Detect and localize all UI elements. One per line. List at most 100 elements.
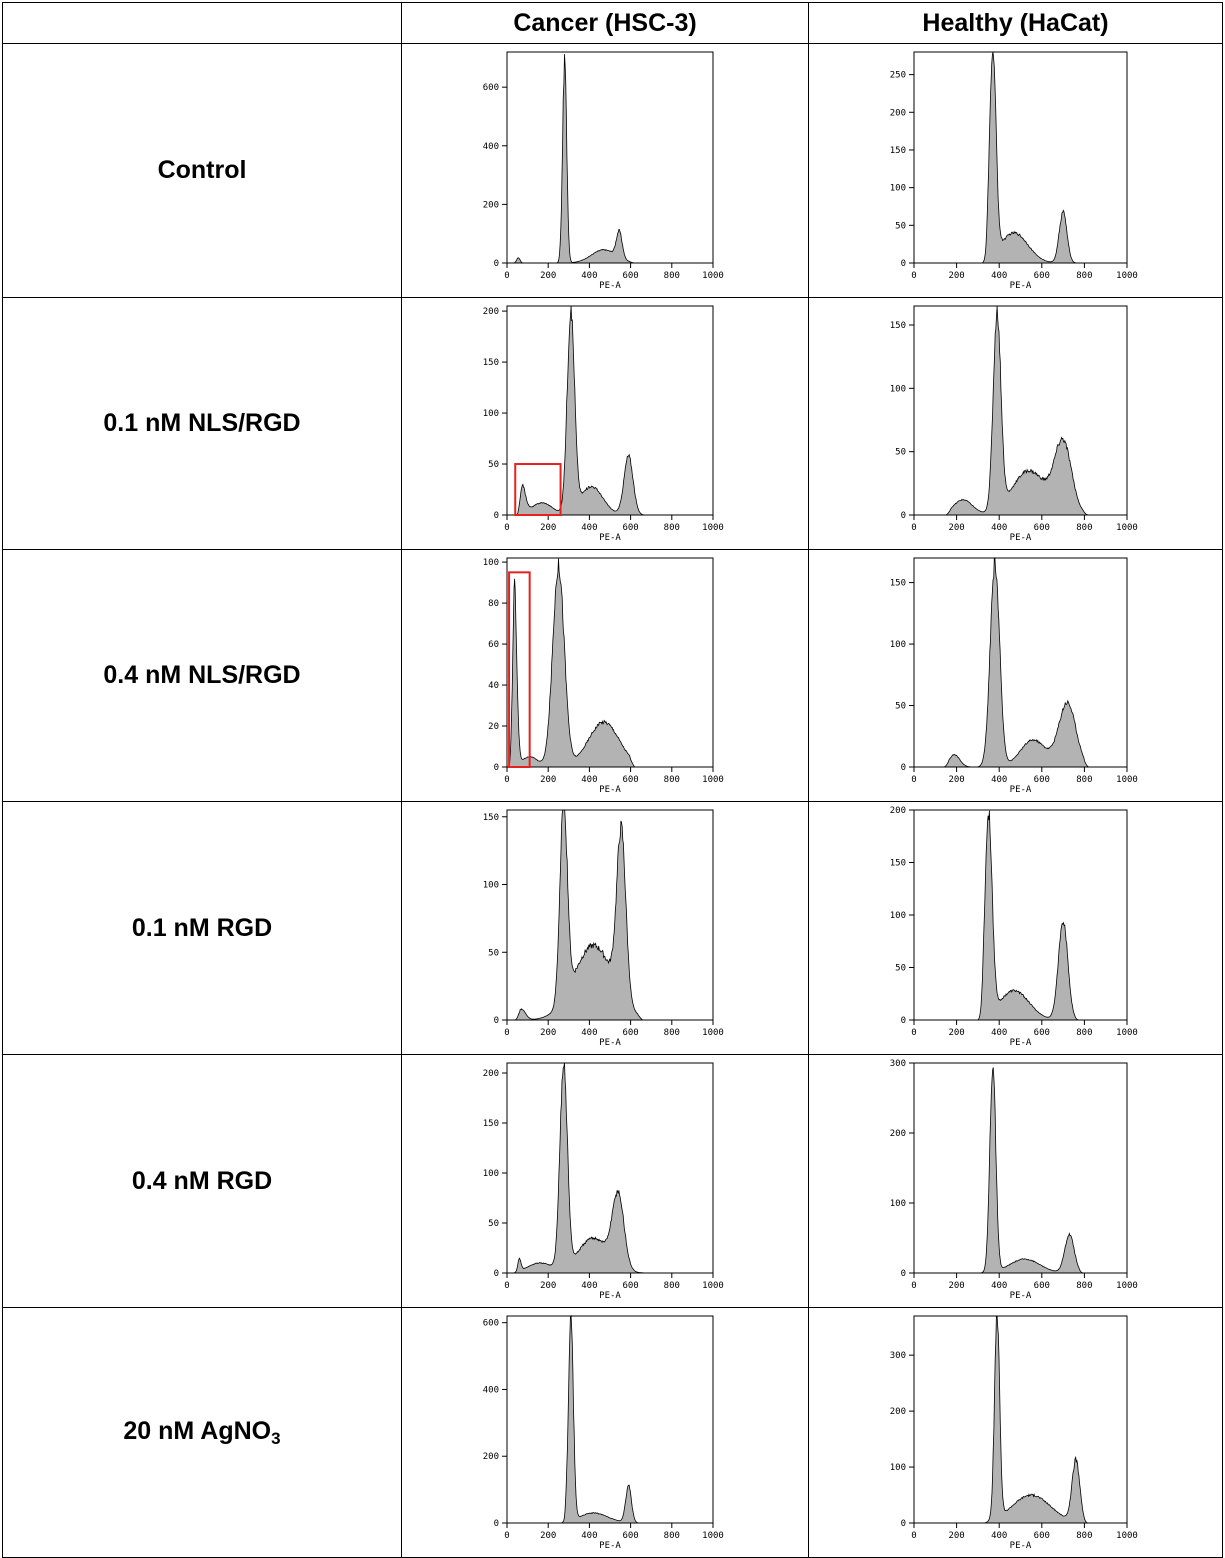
x-axis-label: PE-A	[599, 281, 621, 291]
histogram-area	[977, 1067, 1085, 1274]
x-tick-label: 1000	[702, 523, 724, 533]
histogram-chart: 0 50 100 150 200 250 0 200 400 600 800 1000 PE-A	[890, 51, 1138, 291]
x-axis-label: PE-A	[599, 1291, 621, 1301]
plot-frame	[913, 809, 1128, 1021]
x-axis-label: PE-A	[1010, 533, 1032, 543]
x-tick-label: 400	[581, 775, 597, 785]
histogram-chart: 0 50 100 150 0 200 400 600 800 1000 PE-A	[890, 557, 1138, 795]
y-tick-label: 200	[483, 200, 499, 210]
y-tick-label: 150	[890, 579, 906, 589]
x-tick-label: 0	[504, 1531, 509, 1541]
x-axis-label: PE-A	[599, 533, 621, 543]
x-tick-label: 600	[622, 1531, 638, 1541]
y-tick-label: 0	[901, 511, 906, 521]
x-tick-label: 200	[948, 1281, 964, 1291]
y-tick-label: 100	[483, 881, 499, 891]
x-tick-label: 0	[911, 1281, 916, 1291]
y-tick-label: 50	[488, 948, 499, 958]
x-tick-label: 600	[1034, 1531, 1050, 1541]
x-axis-label: PE-A	[1010, 1291, 1032, 1301]
plot-frame	[506, 809, 714, 1021]
y-tick-label: 200	[483, 307, 499, 317]
plot-frame	[913, 1315, 1128, 1524]
histogram-area	[516, 305, 648, 516]
y-tick-label: 50	[895, 221, 906, 231]
histogram-chart: 0 200 400 600 0 200 400 600 800 1000 PE-A	[483, 1314, 724, 1551]
y-tick-label: 200	[890, 1407, 906, 1417]
plot-frame	[913, 557, 1128, 768]
x-tick-label: 600	[622, 523, 638, 533]
histogram-chart: 0 50 100 150 200 0 200 400 600 800 1000 PE-A	[890, 806, 1138, 1048]
y-tick-label: 300	[890, 1059, 906, 1069]
y-tick-label: 200	[890, 1129, 906, 1139]
x-tick-label: 0	[504, 1281, 509, 1291]
y-tick-label: 200	[890, 806, 906, 816]
x-tick-label: 1000	[1116, 775, 1138, 785]
histogram-area	[943, 557, 1091, 768]
plot-cell: 0 200 400 600 0 200 400 600 800 1000 PE-A	[401, 43, 809, 298]
x-tick-label: 800	[664, 523, 680, 533]
x-tick-label: 800	[1076, 271, 1092, 281]
x-tick-label: 800	[1076, 1281, 1092, 1291]
x-tick-label: 0	[911, 1531, 916, 1541]
y-tick-label: 100	[890, 384, 906, 394]
y-tick-label: 600	[483, 83, 499, 93]
plot-frame	[506, 1315, 714, 1524]
x-tick-label: 600	[1034, 271, 1050, 281]
histogram-chart: 0 100 200 300 0 200 400 600 800 1000 PE-A	[890, 1059, 1138, 1301]
x-tick-label: 200	[948, 523, 964, 533]
x-axis-label: PE-A	[599, 785, 621, 795]
y-tick-label: 250	[890, 71, 906, 81]
x-tick-label: 800	[1076, 1531, 1092, 1541]
histogram-area	[507, 54, 635, 264]
x-tick-label: 0	[911, 775, 916, 785]
plot-frame	[913, 1062, 1128, 1274]
y-tick-label: 150	[890, 859, 906, 869]
x-tick-label: 800	[664, 1531, 680, 1541]
row-label-subscript: 3	[271, 1428, 281, 1448]
row-label-control: Control	[2, 43, 402, 298]
y-tick-label: 0	[494, 1016, 499, 1026]
y-tick-label: 150	[890, 321, 906, 331]
row-label-text: 20 nM AgNO	[123, 1416, 272, 1445]
x-tick-label: 1000	[1116, 1531, 1138, 1541]
x-tick-label: 200	[540, 523, 556, 533]
x-tick-label: 200	[948, 1028, 964, 1038]
y-tick-label: 200	[890, 108, 906, 118]
x-tick-label: 1000	[1116, 271, 1138, 281]
gate-rectangle	[514, 463, 562, 516]
table-row: Control 0 200 400 600 0 200 400 600 800 1000 PE-A …	[2, 43, 1223, 298]
x-tick-label: 1000	[702, 1281, 724, 1291]
y-tick-label: 100	[890, 911, 906, 921]
x-axis-label: PE-A	[599, 1541, 621, 1551]
plot-cell: 0 100 200 300 0 200 400 600 800 1000 PE-A	[808, 1054, 1223, 1308]
x-tick-label: 200	[540, 271, 556, 281]
y-tick-label: 0	[901, 763, 906, 773]
plot-cell: 0 50 100 150 0 200 400 600 800 1000 PE-A	[401, 801, 809, 1055]
y-tick-label: 0	[901, 259, 906, 269]
x-tick-label: 800	[1076, 1028, 1092, 1038]
plot-frame	[506, 1062, 714, 1274]
y-tick-label: 150	[483, 1119, 499, 1129]
plot-cell: 0 50 100 150 0 200 400 600 800 1000 PE-A	[808, 297, 1223, 550]
x-tick-label: 0	[504, 271, 509, 281]
x-tick-label: 1000	[702, 775, 724, 785]
corner-cell	[2, 2, 402, 44]
plot-frame	[913, 305, 1128, 516]
x-tick-label: 0	[911, 523, 916, 533]
plot-cell: 0 20 40 60 80 100 0 200 400 600 800 1000 PE-A	[401, 549, 809, 802]
y-tick-label: 80	[488, 599, 499, 609]
row-label-01-rgd: 0.1 nM RGD	[2, 801, 402, 1055]
x-tick-label: 200	[948, 775, 964, 785]
y-tick-label: 40	[488, 681, 499, 691]
y-tick-label: 100	[890, 1463, 906, 1473]
histogram-chart: 0 100 200 300 0 200 400 600 800 1000 PE-A	[890, 1315, 1138, 1551]
table-row: 0.1 nM NLS/RGD 0 50 100 150 200 0 200 400 600 800…	[2, 297, 1223, 550]
header-row: Cancer (HSC-3) Healthy (HaCat)	[2, 2, 1223, 44]
plot-frame	[506, 305, 714, 516]
y-tick-label: 100	[483, 558, 499, 568]
plot-cell: 0 50 100 150 0 200 400 600 800 1000 PE-A	[808, 549, 1223, 802]
y-tick-label: 0	[494, 1269, 499, 1279]
plot-cell: 0 50 100 150 200 250 0 200 400 600 800 1000 PE-A	[808, 43, 1223, 298]
